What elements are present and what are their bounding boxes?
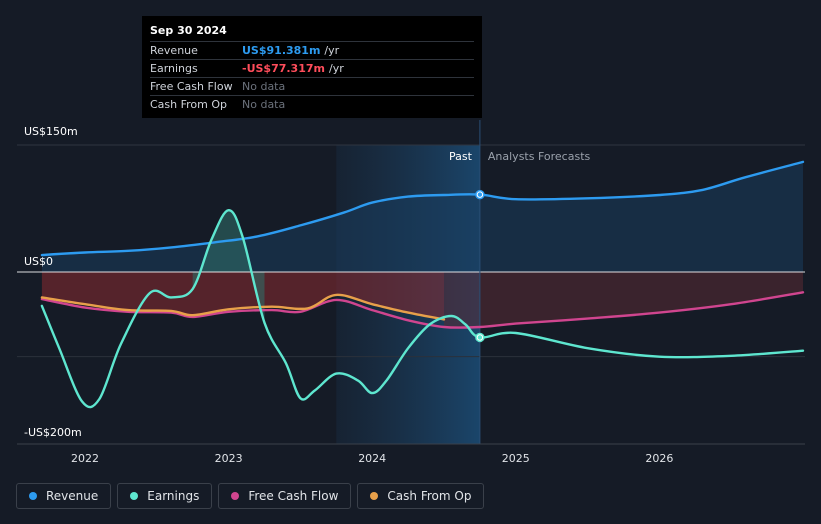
tooltip-label: Free Cash Flow [150,80,233,93]
y-tick-label: US$0 [24,255,53,268]
tooltip-label: Revenue [150,44,198,57]
legend-dot-icon [370,492,379,500]
legend-dot-icon [29,492,37,500]
series-line-revenue [40,160,805,257]
x-tick-label: 2024 [358,452,386,465]
tooltip: Sep 30 2024 Revenue US$91.381m /yr Earni… [142,16,482,118]
legend-item-earnings[interactable]: Earnings [117,483,213,509]
series-line-free-cash-flow [40,291,805,329]
y-tick-label: US$150m [24,125,78,138]
legend-item-cash-from-op[interactable]: Cash From Op [357,483,485,509]
highlight-point-core [477,335,483,340]
negative-fill-forecast [444,272,803,328]
past-label: Past [449,150,473,163]
tooltip-label: Earnings [150,62,198,75]
x-tick-label: 2026 [645,452,673,465]
highlight-point-core [477,192,483,197]
tooltip-unit: /yr [324,44,340,57]
series-line-cash-from-op [40,293,446,321]
tooltip-value: -US$77.317m [242,62,325,75]
legend-dot-icon [130,492,139,500]
x-tick-label: 2022 [71,452,99,465]
tooltip-row-revenue: Revenue US$91.381m /yr [150,41,474,59]
tooltip-row-fcf: Free Cash Flow No data [150,77,474,95]
legend-item-revenue[interactable]: Revenue [16,483,112,509]
legend: Revenue Earnings Free Cash Flow Cash Fro… [16,483,485,511]
x-tick-label: 2025 [502,452,530,465]
tooltip-row-earnings: Earnings -US$77.317m /yr [150,59,474,77]
forecast-label: Analysts Forecasts [488,150,591,163]
series-line-earnings [40,209,805,409]
tooltip-value: US$91.381m [242,44,321,57]
tooltip-value: No data [242,80,286,93]
legend-label: Free Cash Flow [248,489,339,503]
legend-label: Cash From Op [387,489,472,503]
legend-item-free-cash-flow[interactable]: Free Cash Flow [218,483,352,509]
earnings-spike-fill [192,210,265,323]
legend-label: Earnings [147,489,200,503]
legend-dot-icon [231,492,240,500]
tooltip-unit: /yr [328,62,344,75]
x-tick-label: 2023 [215,452,243,465]
tooltip-value: No data [242,98,286,111]
y-tick-label: -US$200m [24,426,82,439]
tooltip-row-cfo: Cash From Op No data [150,95,474,113]
legend-label: Revenue [46,489,99,503]
tooltip-label: Cash From Op [150,98,228,111]
negative-fill-past [41,272,445,320]
tooltip-date: Sep 30 2024 [150,24,227,37]
